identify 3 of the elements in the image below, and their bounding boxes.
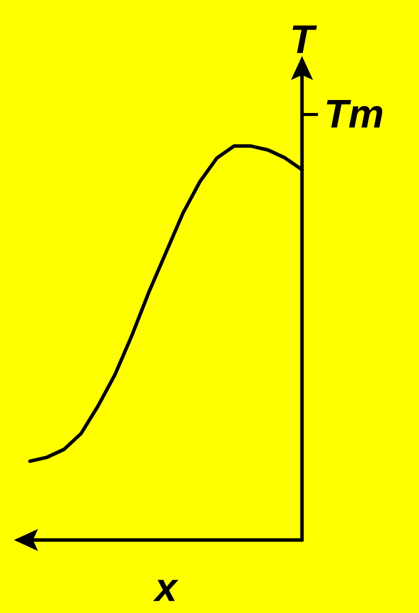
x-axis-title: x [152,566,179,610]
y-axis-title: T [290,18,318,62]
ref-line-label: Tm [324,92,384,137]
